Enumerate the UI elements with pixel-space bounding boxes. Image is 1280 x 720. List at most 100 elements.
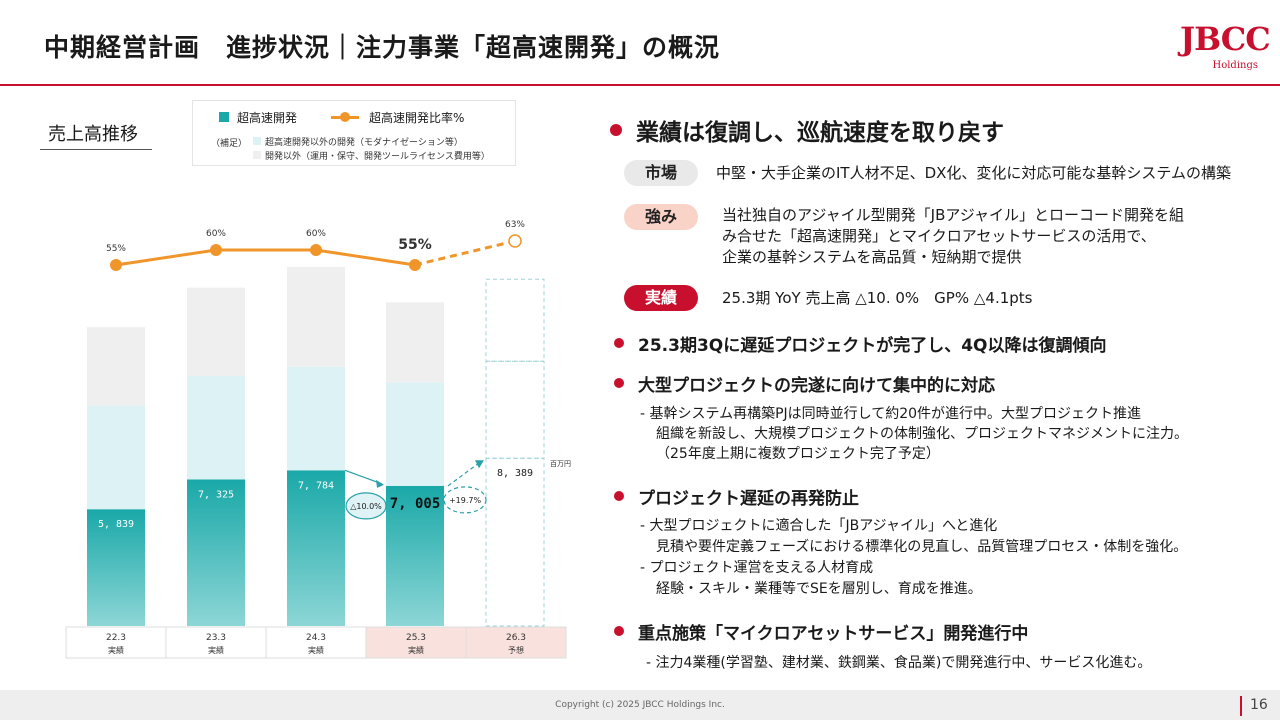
ratio-line: [115, 248, 416, 267]
result-badge: 実績: [624, 285, 698, 311]
detail-line: - プロジェクト運営を支える人材育成: [640, 560, 874, 576]
market-badge: 市場: [624, 160, 698, 186]
detail-line: - 基幹システム再構築PJは同時並行して約20件が進行中。大型プロジェクト推進: [640, 406, 1142, 422]
axis-cell-highlight: [466, 627, 566, 658]
ratio-line-forecast: [414, 239, 516, 267]
yoy-arrow-head: [475, 460, 484, 469]
ratio-label: 55%: [398, 237, 432, 253]
x-tick-sublabel: 実績: [408, 645, 424, 655]
yoy-arrow-up: [447, 461, 481, 487]
bar-other-dev: [87, 405, 145, 510]
ratio-label: 55%: [106, 244, 126, 254]
page-title: 中期経営計画 進捗状況｜注力事業「超高速開発」の概況: [44, 33, 721, 62]
legend-item-main: 超高速開発: [237, 111, 298, 125]
bullet-prevent-delay: プロジェクト遅延の再発防止: [638, 489, 859, 509]
bar-value-label: 7, 005: [390, 496, 441, 512]
detail-line: 組織を新設し、大規模プロジェクトの体制強化、プロジェクトマネジメントに注力。: [656, 426, 1188, 442]
bar-non-dev: [386, 302, 444, 383]
page-number-divider: [1240, 696, 1242, 716]
legend-item-ratio: 超高速開発比率%: [369, 111, 465, 125]
x-tick-label: 25.3: [406, 633, 426, 643]
bullet-recovery: 25.3期3Qに遅延プロジェクトが完了し、4Q以降は復調傾向: [638, 336, 1107, 356]
bar-other-dev: [187, 375, 245, 480]
detail-line: （25年度上期に複数プロジェクト完了予定）: [656, 446, 940, 462]
bar-value-label: 5, 839: [98, 519, 134, 530]
ratio-point: [210, 244, 222, 256]
bar-main: [287, 470, 345, 626]
prevent-delay-detail: - 大型プロジェクトに適合した「JBアジャイル」へと進化 見積や要件定義フェーズ…: [640, 516, 1187, 600]
bar-non-dev: [87, 327, 145, 406]
x-tick-label: 26.3: [506, 633, 526, 643]
large-projects-detail: - 基幹システム再構築PJは同時並行して約20件が進行中。大型プロジェクト推進 …: [640, 404, 1188, 464]
bar-main: [87, 509, 145, 626]
bar-non-dev: [287, 266, 345, 367]
logo-text: JBCC: [1180, 20, 1271, 58]
x-tick-sublabel: 実績: [308, 645, 324, 655]
market-text: 中堅・大手企業のIT人材不足、DX化、変化に対応可能な基幹システムの構築: [716, 164, 1231, 182]
x-tick-sublabel: 予想: [508, 645, 524, 655]
x-tick-label: 22.3: [106, 633, 126, 643]
jbcc-logo: JBCC Holdings: [1180, 14, 1271, 74]
ratio-point: [110, 259, 122, 271]
bullet-large-projects: 大型プロジェクトの完遂に向けて集中的に対応: [638, 376, 995, 396]
micro-asset-detail: - 注力4業種(学習塾、建材業、鉄鋼業、食品業)で開発進行中、サービス化進む。: [646, 655, 1152, 671]
yoy-label-up: +19.7%: [449, 496, 482, 505]
axis-cell-highlight: [366, 627, 466, 658]
legend-marker-ratio: [340, 112, 350, 122]
yoy-arrow-down: [344, 469, 383, 485]
chart-legend: 超高速開発 超高速開発比率% （補足） 超高速開発以外の開発（モダナイゼーション…: [192, 100, 516, 166]
bar-forecast-main: [485, 457, 545, 627]
bar-non-dev: [187, 287, 245, 376]
legend-note-prefix: （補足）: [211, 139, 248, 149]
detail-line: 見積や要件定義フェーズにおける標準化の見直し、品質管理プロセス・体制を強化。: [656, 539, 1188, 555]
ratio-point-forecast: [508, 234, 522, 248]
section-title: 売上高推移: [48, 124, 138, 145]
yoy-label-down: △10.0%: [350, 502, 382, 511]
ratio-point: [409, 259, 421, 271]
x-tick-sublabel: 実績: [108, 645, 124, 655]
legend-swatch-other-dev: [253, 137, 261, 145]
axis-cell: [465, 626, 567, 659]
page-number: 16: [1250, 697, 1268, 713]
legend-note-non-dev: 開発以外（運用・保守、開発ツールライセンス費用等）: [265, 152, 490, 162]
section-underline: [40, 149, 152, 150]
bullet-dot: [614, 378, 624, 388]
detail-line: 経験・スキル・業種等でSEを層別し、育成を推進。: [656, 581, 982, 597]
header-divider: [0, 84, 1280, 86]
copyright: Copyright (c) 2025 JBCC Holdings Inc.: [555, 700, 725, 710]
ratio-label: 63%: [505, 220, 525, 230]
strength-line: 企業の基幹システムを高品質・短納期で提供: [722, 248, 1022, 266]
bar-value-label: 7, 325: [198, 490, 234, 501]
bullet-micro-asset: 重点施策「マイクロアセットサービス」開発進行中: [638, 624, 1029, 644]
bar-other-dev: [386, 382, 444, 486]
bar-forecast-non-dev: [485, 278, 545, 362]
legend-swatch-non-dev: [253, 151, 261, 159]
yoy-arrow-head: [376, 479, 384, 488]
bar-value-label: 8, 389: [497, 468, 533, 479]
bar-main: [187, 479, 245, 626]
strength-text: 当社独自のアジャイル型開発「JBアジャイル」とローコード開発を組 み合せた「超高…: [722, 205, 1184, 268]
bar-value-label: 7, 784: [298, 480, 334, 491]
bullet-dot: [614, 626, 624, 636]
logo-subtext: Holdings: [1212, 60, 1258, 71]
legend-note-other-dev: 超高速開発以外の開発（モダナイゼーション等）: [265, 138, 463, 148]
yoy-badge-down: [345, 492, 387, 520]
strength-line: 当社独自のアジャイル型開発「JBアジャイル」とローコード開発を組: [722, 206, 1185, 224]
bar-other-dev: [287, 366, 345, 471]
yoy-badge-up: [443, 486, 487, 514]
footer-bar: [0, 690, 1280, 720]
bullet-dot: [614, 491, 624, 501]
strength-badge: 強み: [624, 204, 698, 230]
ratio-label: 60%: [206, 229, 226, 239]
ratio-label: 60%: [306, 229, 326, 239]
x-tick-label: 24.3: [306, 633, 326, 643]
x-tick-label: 23.3: [206, 633, 226, 643]
bullet-dot: [614, 338, 624, 348]
strength-line: み合せた「超高速開発」とマイクロアセットサービスの活用で、: [722, 227, 1156, 245]
ratio-point: [310, 244, 322, 256]
result-text: 25.3期 YoY 売上高 △10. 0% GP% △4.1pts: [722, 289, 1033, 307]
bar-main: [386, 485, 444, 626]
detail-line: - 大型プロジェクトに適合した「JBアジャイル」へと進化: [640, 518, 998, 534]
bar-forecast-other-dev: [485, 360, 545, 459]
x-tick-sublabel: 実績: [208, 645, 224, 655]
